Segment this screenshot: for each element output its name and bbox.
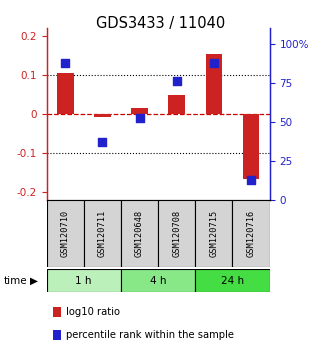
Bar (158, 200, 195, 267)
Text: GSM120716: GSM120716 (247, 210, 256, 257)
Bar (121, 269, 195, 292)
Text: 4 h: 4 h (150, 275, 166, 286)
Point (174, 79, 179, 84)
Bar (131, 108, 148, 114)
Text: 24 h: 24 h (221, 275, 244, 286)
Bar (195, 200, 232, 267)
Text: GDS3433 / 11040: GDS3433 / 11040 (96, 16, 225, 31)
Point (137, 115, 142, 121)
Text: ▶: ▶ (30, 275, 38, 286)
Bar (243, 114, 259, 178)
Text: GSM120648: GSM120648 (135, 210, 144, 257)
Text: 1 h: 1 h (75, 275, 92, 286)
Bar (47, 269, 121, 292)
Text: GSM120708: GSM120708 (172, 210, 181, 257)
Bar (57, 73, 74, 114)
Point (100, 139, 105, 145)
Bar (47, 200, 84, 267)
Bar (195, 269, 270, 292)
Text: GSM120711: GSM120711 (98, 210, 107, 257)
Bar (168, 96, 185, 114)
Text: time: time (3, 275, 27, 286)
Text: GSM120710: GSM120710 (61, 210, 70, 257)
Bar (121, 200, 158, 267)
Text: log10 ratio: log10 ratio (66, 307, 120, 317)
Point (63, 60, 68, 65)
Bar (205, 54, 222, 114)
Bar (232, 200, 270, 267)
Point (248, 177, 254, 183)
Point (211, 60, 216, 65)
Text: percentile rank within the sample: percentile rank within the sample (66, 330, 234, 340)
Text: GSM120715: GSM120715 (209, 210, 218, 257)
Bar (84, 200, 121, 267)
Bar (94, 114, 111, 117)
